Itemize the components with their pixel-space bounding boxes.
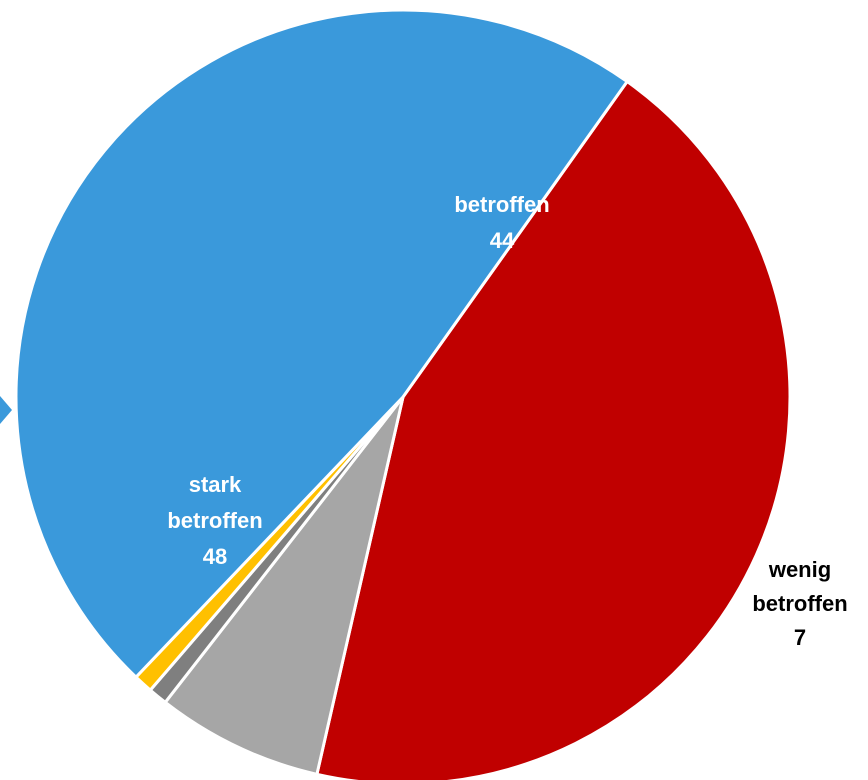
pie-slice	[163, 395, 405, 776]
pie-slice	[14, 8, 629, 679]
slice-labels: betroffen 44 wenig betroffen 7 stark betroffen…	[167, 192, 847, 650]
slice-label: wenig betroffen 7	[752, 557, 847, 650]
pie-slice	[315, 80, 792, 780]
pie-slices	[14, 8, 792, 780]
slice-value-label: 48	[203, 544, 227, 569]
slice-category-label: wenig	[768, 557, 831, 582]
slice-category-label: betroffen	[167, 508, 262, 533]
left-arrow-marker	[0, 396, 12, 424]
slice-value-label: 7	[794, 625, 806, 650]
slice-value-label: 44	[490, 228, 515, 253]
slice-label: betroffen 44	[454, 192, 549, 253]
slice-category-label: betroffen	[454, 192, 549, 217]
slice-label: stark betroffen 48	[167, 472, 262, 569]
slice-category-label: stark	[189, 472, 242, 497]
slice-category-label: betroffen	[752, 591, 847, 616]
